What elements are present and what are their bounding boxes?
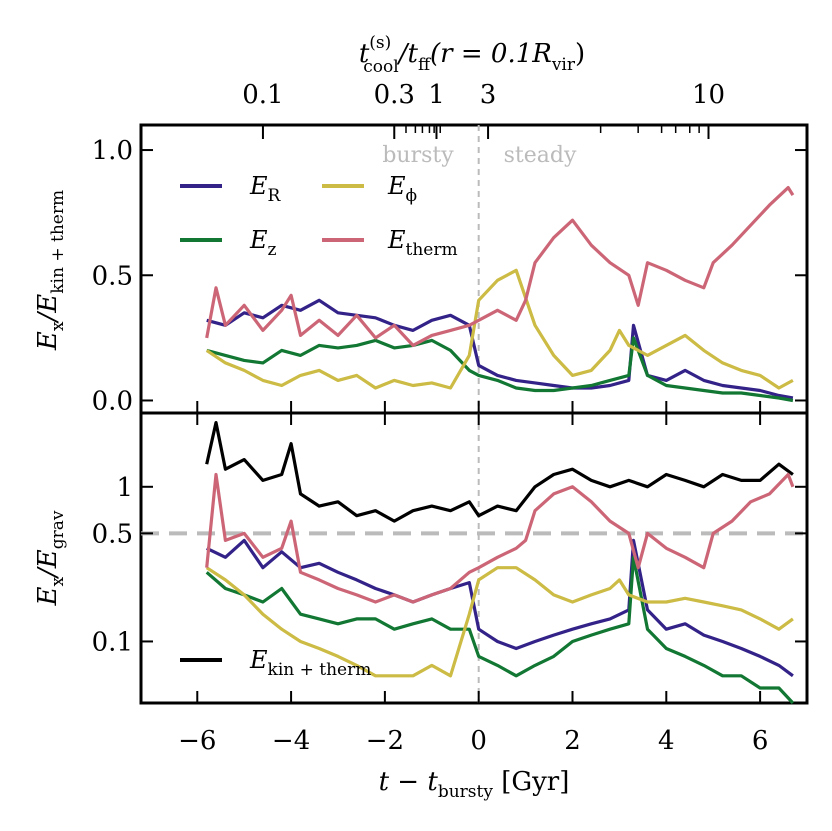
bottom-ytick-label-1: 0.5 (92, 519, 133, 549)
top-axis-tick-label-1: 0.3 (374, 80, 415, 110)
legend-label-ez: Ez (249, 226, 277, 260)
xtick-label-6: 6 (752, 726, 769, 756)
bottom-panel: 0.1 0.5 1 −6 −4 −2 0 2 4 6 Ekin + therm Ex/Egrav… (33, 401, 809, 802)
bottom-y-axis-title: Ex/Egrav (33, 510, 68, 606)
annotation-bursty: bursty (382, 143, 454, 168)
xtick-label-2: −2 (366, 726, 404, 756)
top-axis-tick-label-0: 0.1 (242, 80, 283, 110)
bottom-ytick-label-0: 0.1 (92, 627, 133, 657)
legend-label-etherm: Etherm (387, 226, 458, 260)
top-series-e-therm (205, 186, 795, 347)
legend-label-er: ER (249, 172, 282, 206)
top-legend: ER Ez Eϕ Etherm (180, 172, 458, 260)
top-ytick-label-2: 1.0 (92, 136, 133, 166)
xtick-label-5: 4 (658, 726, 675, 756)
legend-label-ekintherm: Ekin + therm (249, 646, 371, 680)
top-series-e-z (206, 336, 794, 403)
bottom-series-e-therm (205, 472, 795, 604)
bottom-series-e-phi (205, 566, 794, 678)
annotation-steady: steady (504, 143, 577, 168)
bottom-ytick-label-2: 1 (116, 473, 133, 503)
top-y-axis-title: Ex/Ekin + therm (33, 190, 68, 351)
bottom-series-e-z (205, 555, 795, 705)
top-ytick-label-0: 0.0 (92, 386, 133, 416)
top-panel: 0.00.51.0 bursty steady ER Ez Eϕ Etherm … (33, 123, 809, 416)
top-axis-tick-label-3: 3 (480, 80, 497, 110)
x-axis-title: t − tbursty [Gyr] (379, 767, 570, 802)
top-ytick-label-1: 0.5 (92, 261, 133, 291)
bottom-series-e-kin-therm (205, 421, 794, 523)
xtick-label-3: 0 (470, 726, 487, 756)
bottom-series-e-r (206, 538, 794, 678)
top-axis-tick-label-4: 10 (692, 80, 725, 110)
bottom-legend: Ekin + therm (180, 646, 371, 680)
xtick-label-4: 2 (564, 726, 581, 756)
bottom-panel-frame (139, 411, 809, 705)
xtick-label-1: −4 (272, 726, 310, 756)
top-axis-tick-label-2: 1 (428, 80, 445, 110)
top-axis-title: t(s) cool/tff(r = 0.1Rvir) (359, 33, 585, 77)
top-series-e-r (206, 298, 794, 400)
legend-label-ephi: Eϕ (387, 172, 417, 206)
xtick-label-0: −6 (178, 726, 216, 756)
top-secondary-ticks: 0.1 0.3 1 3 10 (242, 80, 725, 139)
top-series-e-phi (205, 268, 794, 390)
